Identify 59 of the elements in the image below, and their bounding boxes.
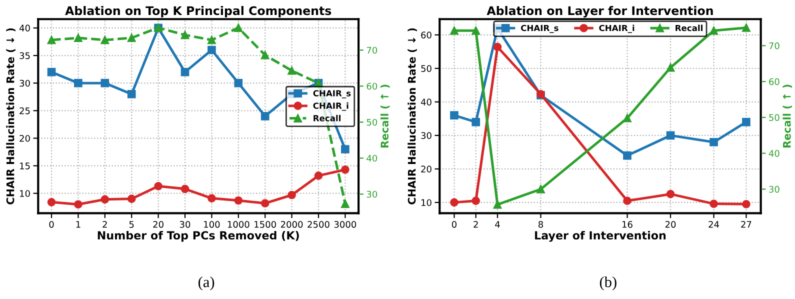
y2-tick-label: 30 — [366, 190, 378, 198]
y2-tick-label: 50 — [366, 118, 378, 126]
text: (b) — [600, 276, 616, 290]
y2-tick-label: 70 — [769, 42, 780, 50]
x-tick-label: 0 — [49, 220, 54, 228]
y-tick-label: 20 — [421, 166, 432, 173]
x-tick-label: 2 — [474, 220, 478, 228]
x-tick-label: 1000 — [228, 220, 250, 228]
y2-tick-label: 50 — [769, 114, 780, 121]
x-tick-label: 100 — [204, 220, 220, 228]
y-tick-label: 20 — [20, 134, 30, 142]
y-tick-label: 15 — [20, 162, 30, 170]
legend-label: CHAIR_s — [313, 90, 351, 98]
x-tick-label: 30 — [180, 220, 190, 228]
y2-tick-label: 60 — [769, 78, 780, 86]
x-tick-label: 27 — [741, 220, 752, 228]
x-tick-label: 0 — [452, 220, 457, 228]
legend-label: CHAIR_i — [313, 102, 348, 111]
y-tick-label: 60 — [421, 32, 432, 38]
x-axis-title: Number of Top PCs Removed (K) — [98, 230, 299, 242]
legend-label: CHAIR_s — [521, 24, 558, 33]
x-tick-label: 8 — [538, 220, 543, 228]
x-tick-label: 2500 — [308, 220, 330, 228]
x-tick-label: 20 — [153, 220, 164, 228]
y-axis-title: CHAIR Hallucination Rate ( ↓ ) — [408, 28, 417, 204]
x-tick-label: 1 — [76, 221, 80, 228]
x-tick-label: 5 — [129, 221, 134, 228]
y-tick-label: 35 — [20, 52, 30, 60]
y2-axis-title: Recall ( ↑ ) — [782, 84, 792, 148]
x-tick-label: 16 — [622, 220, 632, 228]
text: (a) — [198, 276, 214, 290]
y2-axis-title: Recall ( ↑ ) — [380, 84, 390, 148]
x-tick-label: 4 — [495, 221, 500, 228]
x-tick-label: 3000 — [334, 220, 356, 228]
y-tick-label: 25 — [20, 107, 30, 114]
x-tick-label: 2 — [102, 220, 107, 228]
y-tick-label: 10 — [422, 199, 432, 206]
legend-label: Recall — [676, 24, 702, 32]
y2-tick-label: 30 — [769, 186, 780, 193]
y-tick-label: 50 — [421, 65, 432, 72]
y-tick-label: 30 — [421, 132, 432, 139]
y-tick-label: 30 — [20, 80, 30, 87]
x-tick-label: 20 — [665, 220, 676, 228]
y2-tick-label: 40 — [366, 154, 378, 162]
y-axis-title: CHAIR Hallucination Rate ( ↓ ) — [6, 28, 16, 204]
chart-title: Ablation on Layer for Intervention — [486, 6, 713, 18]
chart-title: Ablation on Top K Principal Components — [65, 6, 332, 18]
x-tick-label: 24 — [708, 220, 720, 228]
y-tick-label: 10 — [20, 190, 30, 197]
y-tick-label: 40 — [19, 24, 30, 32]
y-tick-label: 40 — [420, 98, 432, 106]
y2-tick-label: 60 — [366, 82, 378, 90]
x-axis-title: Layer of Intervention — [535, 230, 666, 242]
x-tick-label: 2000 — [280, 220, 303, 228]
legend-label: CHAIR_i — [599, 24, 634, 33]
x-tick-label: 1500 — [254, 220, 276, 228]
y2-tick-label: 40 — [768, 150, 780, 157]
y2-tick-label: 70 — [366, 46, 378, 54]
legend-label: Recall — [314, 114, 341, 122]
